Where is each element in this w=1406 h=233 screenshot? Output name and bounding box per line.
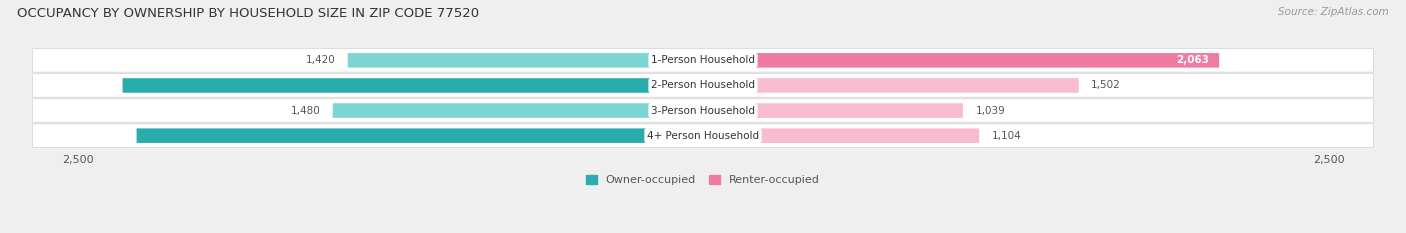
Text: 2,264: 2,264: [87, 131, 121, 141]
Text: 1,420: 1,420: [305, 55, 335, 65]
Text: 1,480: 1,480: [291, 106, 321, 116]
Text: 1-Person Household: 1-Person Household: [651, 55, 755, 65]
Text: 3-Person Household: 3-Person Household: [651, 106, 755, 116]
Text: 1,502: 1,502: [1091, 80, 1121, 90]
Text: 1,104: 1,104: [991, 131, 1022, 141]
FancyBboxPatch shape: [333, 103, 703, 118]
FancyBboxPatch shape: [703, 78, 1078, 93]
FancyBboxPatch shape: [32, 124, 1374, 147]
Text: 2-Person Household: 2-Person Household: [651, 80, 755, 90]
Text: 2,320: 2,320: [87, 80, 121, 90]
FancyBboxPatch shape: [32, 99, 1374, 122]
Legend: Owner-occupied, Renter-occupied: Owner-occupied, Renter-occupied: [586, 175, 820, 185]
FancyBboxPatch shape: [703, 128, 979, 143]
FancyBboxPatch shape: [32, 48, 1374, 72]
Text: 2,063: 2,063: [1175, 55, 1209, 65]
FancyBboxPatch shape: [32, 74, 1374, 97]
FancyBboxPatch shape: [136, 128, 703, 143]
Text: 1,039: 1,039: [976, 106, 1005, 116]
FancyBboxPatch shape: [347, 53, 703, 68]
Text: 4+ Person Household: 4+ Person Household: [647, 131, 759, 141]
FancyBboxPatch shape: [703, 103, 963, 118]
FancyBboxPatch shape: [122, 78, 703, 93]
Text: OCCUPANCY BY OWNERSHIP BY HOUSEHOLD SIZE IN ZIP CODE 77520: OCCUPANCY BY OWNERSHIP BY HOUSEHOLD SIZE…: [17, 7, 479, 20]
FancyBboxPatch shape: [703, 53, 1219, 68]
Text: Source: ZipAtlas.com: Source: ZipAtlas.com: [1278, 7, 1389, 17]
